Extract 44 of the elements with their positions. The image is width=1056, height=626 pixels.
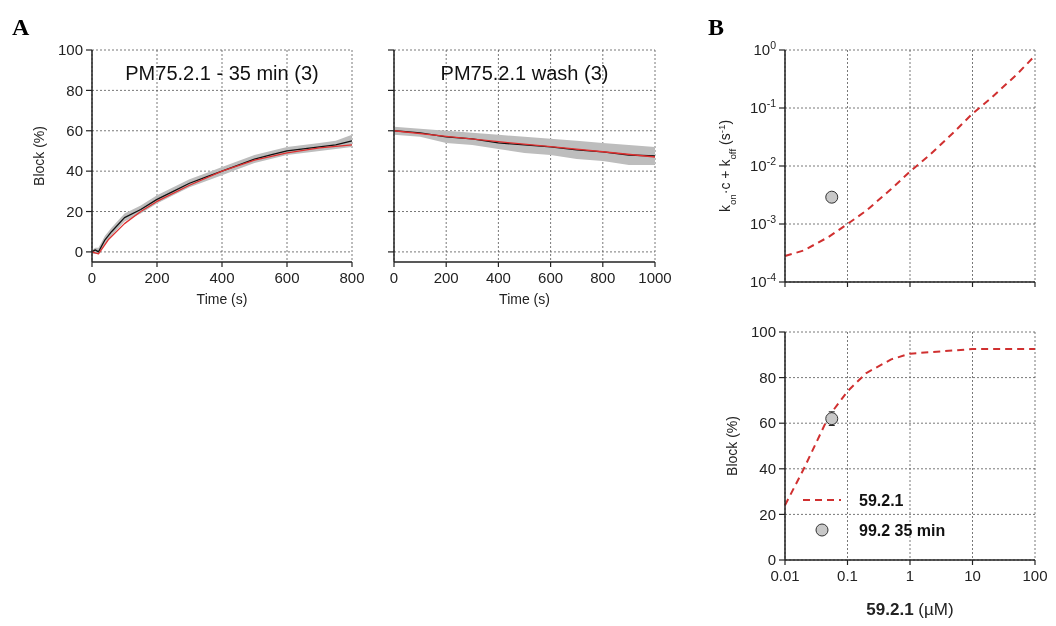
- y-tick-label: 60: [66, 122, 83, 140]
- x-tick-label: 10: [964, 567, 981, 584]
- y-tick-label: 80: [66, 81, 83, 99]
- x-tick-label: 100: [1022, 567, 1048, 584]
- text: B: [708, 14, 725, 40]
- y-tick-label: 10$^{-4}$: [749, 271, 777, 291]
- x-tick-label: 800: [339, 269, 365, 286]
- text: PM75.2.1 wash (3): [440, 62, 609, 84]
- legend-label: 59.2.1: [859, 491, 904, 509]
- y-tick-label: 80: [759, 368, 776, 386]
- x-tick-label: 800: [590, 269, 616, 286]
- x-tick-label: 600: [538, 269, 564, 286]
- y-tick-label: 100: [750, 323, 776, 341]
- x-tick-label: 600: [274, 269, 300, 286]
- legend-label: 99.2 35 min: [859, 521, 946, 539]
- x-tick-label: 0: [389, 269, 399, 286]
- y-tick-label: 40: [759, 460, 776, 478]
- y-tick-label: 100: [57, 41, 83, 59]
- x-tick-label: 0: [87, 269, 97, 286]
- x-tick-label: 1000: [638, 269, 672, 286]
- x-tick-label: 200: [144, 269, 170, 286]
- y-tick-label: 20: [759, 505, 776, 523]
- y-tick-label: 10$^{-3}$: [749, 213, 777, 233]
- y-tick-label: 10$^{-2}$: [749, 155, 777, 175]
- x-tick-label: 0.01: [770, 567, 800, 584]
- y-axis-title: Block (%): [724, 416, 740, 476]
- x-tick-label: 0.1: [837, 567, 858, 584]
- text: PM75.2.1 - 35 min (3): [125, 62, 319, 84]
- y-axis-title: Block (%): [31, 126, 47, 186]
- x-tick-label: 400: [485, 269, 511, 286]
- y-tick-label: 0: [74, 243, 83, 261]
- y-tick-label: 20: [66, 202, 83, 220]
- y-tick-label: 0: [767, 551, 776, 569]
- y-tick-label: 10$^{0}$: [753, 39, 777, 59]
- x-tick-label: 200: [433, 269, 459, 286]
- x-axis-title: 59.2.1 (µM): [866, 600, 954, 619]
- x-axis-title: Time (s): [196, 291, 248, 307]
- y-tick-label: 10$^{-1}$: [749, 97, 777, 117]
- text: A: [12, 14, 30, 40]
- y-tick-label: 40: [66, 162, 83, 180]
- y-tick-label: 60: [759, 414, 776, 432]
- x-tick-label: 1: [905, 567, 915, 584]
- x-tick-label: 400: [209, 269, 235, 286]
- x-axis-title: Time (s): [499, 291, 550, 307]
